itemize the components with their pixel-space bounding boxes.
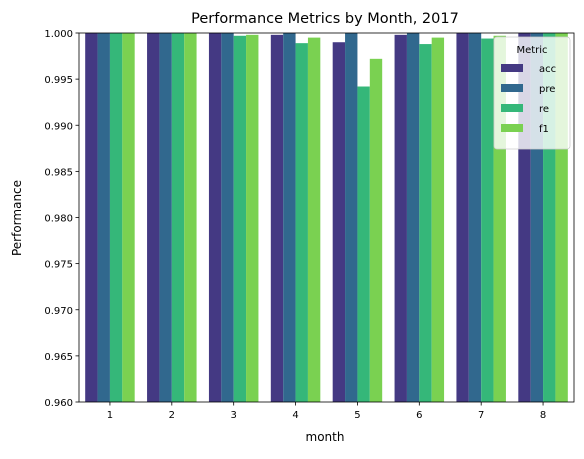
x-tick-label: 5 [354,410,360,421]
bar-re-month-3 [233,35,247,403]
y-tick-label: 0.985 [44,167,73,178]
bar-f1-month-3 [246,34,259,403]
bar-pre-month-1 [97,33,110,402]
legend-label-acc: acc [539,64,556,75]
y-tick-label: 0.970 [44,306,73,317]
x-tick-label: 7 [478,410,484,421]
y-tick-label: 0.980 [44,214,73,225]
bar-acc-month-4 [270,34,284,403]
bar-pre-month-2 [159,33,172,402]
y-tick-label: 0.995 [44,75,73,86]
bar-pre-month-4 [283,33,296,402]
legend-swatch-re [501,104,523,112]
bar-acc-month-3 [208,33,222,402]
chart-title: Performance Metrics by Month, 2017 [191,11,459,27]
legend-label-re: re [539,104,549,115]
x-tick-label: 3 [231,410,237,421]
y-tick-label: 1.000 [44,29,73,40]
x-axis-label: month [306,430,345,444]
y-tick-label: 0.965 [44,352,73,363]
y-tick-label: 0.975 [44,260,73,271]
bar-re-month-5 [357,86,370,402]
legend-swatch-pre [501,84,523,92]
legend-label-f1: f1 [539,124,549,135]
x-tick-label: 4 [292,410,298,421]
bar-re-month-1 [109,33,123,402]
bar-re-month-6 [419,44,432,402]
legend: Metric acc pre re f1 [493,36,571,150]
bar-f1-month-6 [431,37,445,403]
bar-re-month-4 [295,43,308,403]
x-tick-label: 6 [416,410,422,421]
x-tick-label: 2 [169,410,175,421]
bar-pre-month-5 [345,33,358,402]
y-tick-label: 0.960 [44,398,73,409]
legend-label-pre: pre [539,84,555,95]
axes-layer: 0.960 0.965 0.970 0.975 0.980 0.985 0.990 0.995… [44,29,575,421]
bar-f1-month-5 [369,58,383,402]
bar-acc-month-2 [147,33,160,402]
bar-acc-month-5 [332,42,346,402]
bar-pre-month-7 [468,33,482,402]
legend-swatch-f1 [501,124,523,132]
y-axis-label: Performance [10,180,24,256]
legend-swatch-acc [501,64,523,72]
bar-re-month-2 [171,33,185,402]
bar-acc-month-7 [456,33,469,402]
bar-pre-month-3 [221,33,234,402]
bar-acc-month-1 [85,33,98,402]
x-tick-label: 1 [107,410,113,421]
bar-re-month-7 [481,38,494,402]
bar-f1-month-2 [184,33,197,402]
legend-title: Metric [516,45,547,56]
bar-f1-month-4 [307,37,321,403]
bar-f1-month-1 [122,33,135,402]
bar-pre-month-6 [406,33,420,402]
x-tick-label: 8 [540,410,546,421]
y-tick-label: 0.990 [44,121,73,132]
bar-acc-month-6 [394,34,407,403]
